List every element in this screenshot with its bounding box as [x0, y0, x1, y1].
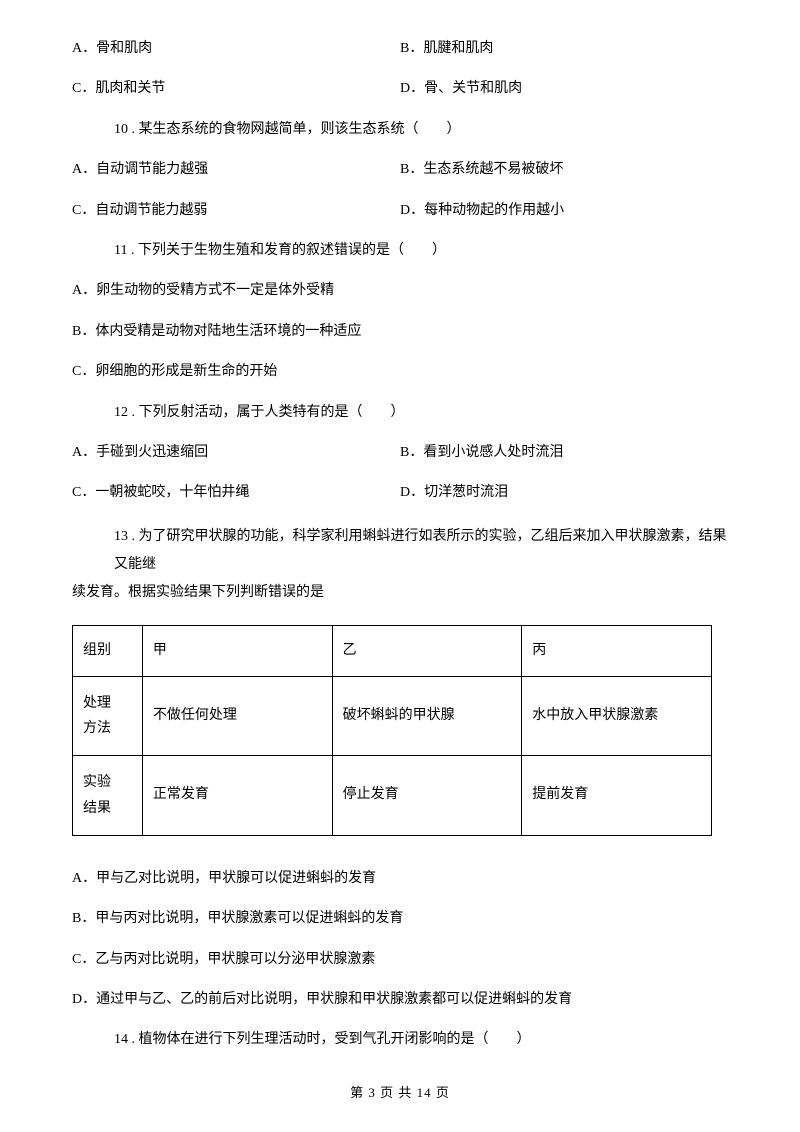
cell: 水中放入甲状腺激素 [522, 677, 712, 756]
option-d: D．骨、关节和肌肉 [400, 78, 728, 100]
cell: 破坏蝌蚪的甲状腺 [332, 677, 522, 756]
option-d: D．通过甲与乙、乙的前后对比说明，甲状腺和甲状腺激素都可以促进蝌蚪的发育 [72, 989, 728, 1011]
q12-options-row2: C．一朝被蛇咬，十年怕井绳 D．切洋葱时流泪 [72, 482, 728, 504]
option-a: A．骨和肌肉 [72, 38, 400, 60]
table-row: 组别 甲 乙 丙 [73, 625, 712, 676]
row-label-result: 实验结果 [73, 756, 143, 835]
option-b: B．看到小说感人处时流泪 [400, 442, 728, 464]
option-a: A．自动调节能力越强 [72, 159, 400, 181]
q12-options-row1: A．手碰到火迅速缩回 B．看到小说感人处时流泪 [72, 442, 728, 464]
option-a: A．手碰到火迅速缩回 [72, 442, 400, 464]
option-c: C．乙与丙对比说明，甲状腺可以分泌甲状腺激素 [72, 949, 728, 971]
option-c: C．自动调节能力越弱 [72, 200, 400, 222]
q9-options-row2: C．肌肉和关节 D．骨、关节和肌肉 [72, 78, 728, 100]
th-group: 组别 [73, 625, 143, 676]
q13-stem-line2: 续发育。根据实验结果下列判断错误的是 [72, 579, 324, 607]
q11-stem: 11 . 下列关于生物生殖和发育的叙述错误的是（ ） [72, 240, 728, 262]
cell: 提前发育 [522, 756, 712, 835]
option-a: A．卵生动物的受精方式不一定是体外受精 [72, 280, 728, 302]
cell-text: 实验结果 [83, 775, 111, 815]
q10-options-row2: C．自动调节能力越弱 D．每种动物起的作用越小 [72, 200, 728, 222]
option-d: D．切洋葱时流泪 [400, 482, 728, 504]
q10-options-row1: A．自动调节能力越强 B．生态系统越不易被破坏 [72, 159, 728, 181]
q9-options-row1: A．骨和肌肉 B．肌腱和肌肉 [72, 38, 728, 60]
q13-table: 组别 甲 乙 丙 处理方法 不做任何处理 破坏蝌蚪的甲状腺 水中放入甲状腺激素 … [72, 625, 712, 836]
option-a: A．甲与乙对比说明，甲状腺可以促进蝌蚪的发育 [72, 868, 728, 890]
option-c: C．卵细胞的形成是新生命的开始 [72, 361, 728, 383]
cell-text: 处理方法 [83, 696, 111, 736]
cell: 停止发育 [332, 756, 522, 835]
q12-stem: 12 . 下列反射活动，属于人类特有的是（ ） [72, 402, 728, 424]
option-b: B．生态系统越不易被破坏 [400, 159, 728, 181]
cell: 不做任何处理 [142, 677, 332, 756]
q14-stem: 14 . 植物体在进行下列生理活动时，受到气孔开闭影响的是（ ） [72, 1029, 728, 1051]
option-d: D．每种动物起的作用越小 [400, 200, 728, 222]
option-c: C．肌肉和关节 [72, 78, 400, 100]
option-b: B．体内受精是动物对陆地生活环境的一种适应 [72, 321, 728, 343]
q13-stem-line1: 13 . 为了研究甲状腺的功能，科学家利用蝌蚪进行如表所示的实验，乙组后来加入甲… [114, 529, 727, 572]
option-b: B．甲与丙对比说明，甲状腺激素可以促进蝌蚪的发育 [72, 908, 728, 930]
option-c: C．一朝被蛇咬，十年怕井绳 [72, 482, 400, 504]
q13-stem: 13 . 为了研究甲状腺的功能，科学家利用蝌蚪进行如表所示的实验，乙组后来加入甲… [72, 523, 728, 607]
table-row: 处理方法 不做任何处理 破坏蝌蚪的甲状腺 水中放入甲状腺激素 [73, 677, 712, 756]
th-yi: 乙 [332, 625, 522, 676]
th-bing: 丙 [522, 625, 712, 676]
option-b: B．肌腱和肌肉 [400, 38, 728, 60]
cell: 正常发育 [142, 756, 332, 835]
th-jia: 甲 [142, 625, 332, 676]
q10-stem: 10 . 某生态系统的食物网越简单，则该生态系统（ ） [72, 119, 728, 141]
table-row: 实验结果 正常发育 停止发育 提前发育 [73, 756, 712, 835]
row-label-method: 处理方法 [73, 677, 143, 756]
page-footer: 第 3 页 共 14 页 [0, 1083, 800, 1104]
